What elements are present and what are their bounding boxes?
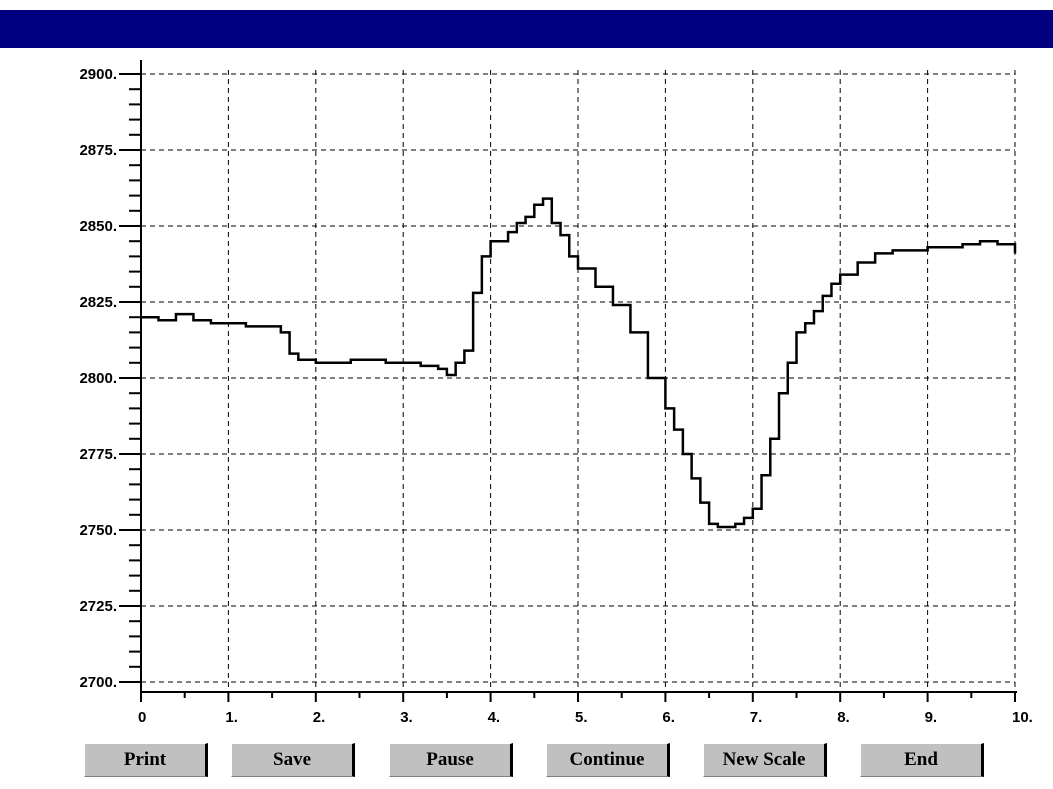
x-tick-label: 4. (488, 709, 501, 726)
y-tick-label: 2825. (79, 294, 117, 311)
y-tick-label: 2725. (79, 598, 117, 615)
x-tick-label: 6. (662, 709, 675, 726)
y-tick-label: 2750. (79, 522, 117, 539)
y-tick-label: 2900. (79, 66, 117, 83)
x-tick-label: 10. (1012, 709, 1033, 726)
title-bar (0, 0, 1053, 48)
x-tick-label: 7. (750, 709, 763, 726)
new-scale-button[interactable]: New Scale (703, 743, 827, 777)
continue-button[interactable]: Continue (546, 743, 670, 777)
print-button[interactable]: Print (84, 743, 208, 777)
y-tick-label: 2850. (79, 218, 117, 235)
x-tick-label: 3. (400, 709, 413, 726)
x-tick-label: 9. (925, 709, 938, 726)
x-tick-label: 5. (575, 709, 588, 726)
x-tick-label: 2. (313, 709, 326, 726)
pause-button[interactable]: Pause (389, 743, 513, 777)
series-line (141, 197, 1017, 529)
tick-labels: 2700. 2725. 2750. 2775. 2800. 2825. 2850. 2875.… (79, 66, 1032, 726)
x-tick-label: 1. (225, 709, 238, 726)
grid (141, 70, 1016, 692)
y-tick-label: 2800. (79, 370, 117, 387)
end-button[interactable]: End (860, 743, 984, 777)
y-tick-label: 2775. (79, 446, 117, 463)
x-tick-label: 0 (138, 709, 146, 726)
y-tick-label: 2700. (79, 674, 117, 691)
axes (119, 60, 1017, 702)
x-tick-label: 8. (837, 709, 850, 726)
data-series (141, 197, 1017, 529)
save-button[interactable]: Save (231, 743, 355, 777)
window-edge (0, 48, 8, 789)
y-tick-label: 2875. (79, 142, 117, 159)
